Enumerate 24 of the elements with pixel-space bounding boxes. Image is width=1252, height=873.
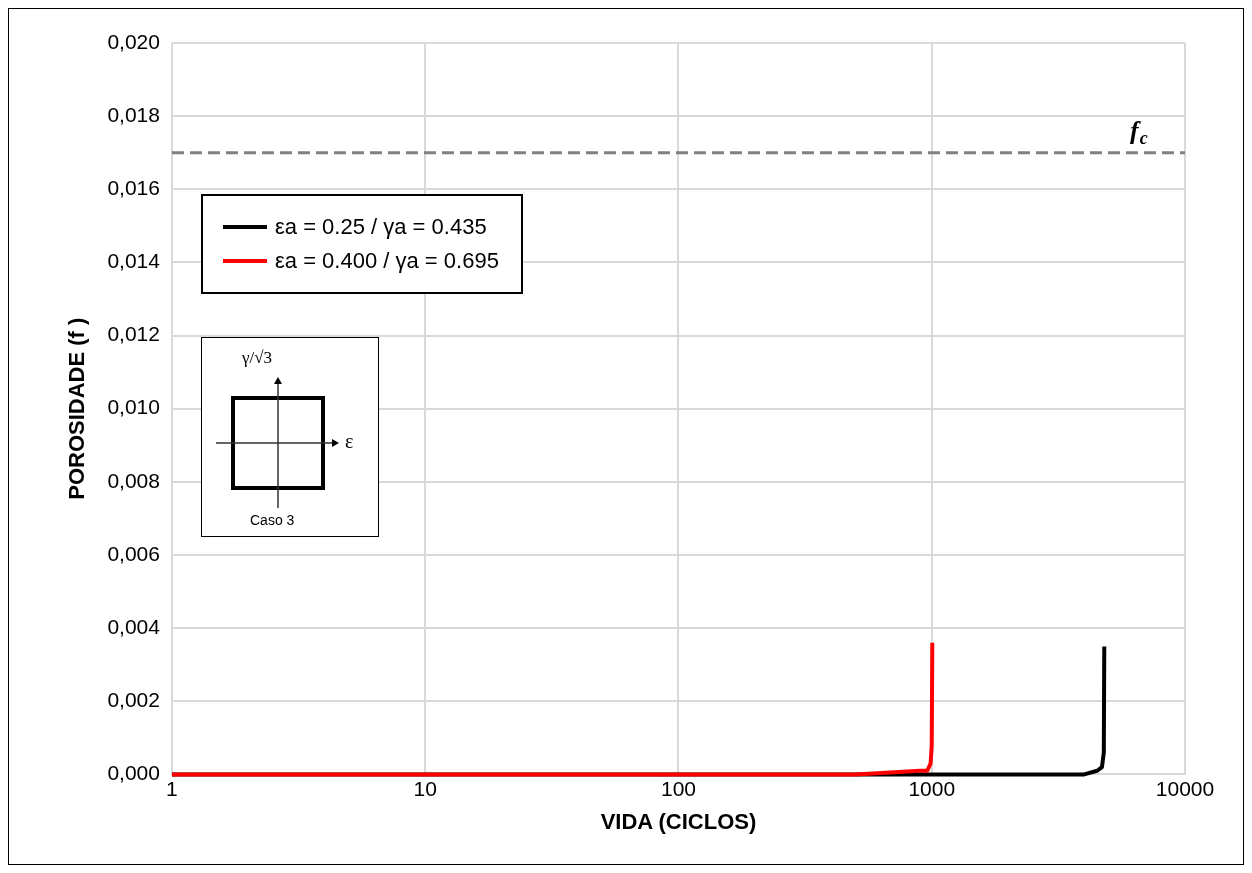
y-tick-label: 0,014 — [107, 249, 161, 273]
y-tick-label: 0,018 — [107, 102, 160, 126]
y-tick-label: 0,004 — [107, 614, 161, 638]
x-tick-label: 1 — [166, 776, 178, 800]
diagram-card: γ/√3 ε Caso 3 — [201, 337, 379, 537]
x-tick-label: 10000 — [1155, 776, 1215, 800]
y-tick-label: 0,002 — [107, 688, 160, 712]
x-tick-label: 1000 — [908, 776, 956, 800]
y-tick-label: 0,006 — [107, 541, 160, 565]
y-axis-title: POROSIDADE (f ) — [64, 317, 90, 500]
x-tick-label: 100 — [660, 776, 696, 800]
y-tick-label: 0,012 — [107, 322, 160, 346]
legend-label: εa = 0.25 / γa = 0.435 — [275, 214, 487, 240]
y-tick-label: 0,000 — [107, 761, 160, 785]
annotation: Caso 3 — [250, 512, 295, 528]
annotation: γ/√3 — [242, 348, 273, 368]
y-tick-label: 0,020 — [107, 29, 160, 53]
x-tick-label: 10 — [413, 776, 437, 800]
y-tick-label: 0,008 — [107, 468, 160, 492]
y-tick-label: 0,016 — [107, 176, 160, 200]
annotation: ε — [345, 430, 354, 453]
y-tick-label: 0,010 — [107, 395, 160, 419]
legend-label: εa = 0.400 / γa = 0.695 — [275, 248, 499, 274]
x-axis-title: VIDA (CICLOS) — [600, 808, 757, 834]
